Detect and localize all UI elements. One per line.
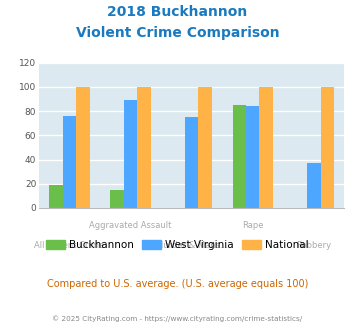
Text: Compared to U.S. average. (U.S. average equals 100): Compared to U.S. average. (U.S. average … <box>47 279 308 289</box>
Bar <box>124 100 137 208</box>
Bar <box>233 105 246 208</box>
Text: Aggravated Assault: Aggravated Assault <box>89 221 172 230</box>
Bar <box>307 163 321 208</box>
Bar <box>76 87 90 208</box>
Text: Robbery: Robbery <box>296 241 331 250</box>
Bar <box>185 117 198 208</box>
Legend: Buckhannon, West Virginia, National: Buckhannon, West Virginia, National <box>42 236 313 254</box>
Text: Rape: Rape <box>242 221 263 230</box>
Bar <box>49 185 63 208</box>
Bar <box>246 106 260 208</box>
Bar <box>110 190 124 208</box>
Bar <box>63 116 76 208</box>
Text: Violent Crime Comparison: Violent Crime Comparison <box>76 26 279 40</box>
Text: © 2025 CityRating.com - https://www.cityrating.com/crime-statistics/: © 2025 CityRating.com - https://www.city… <box>53 315 302 322</box>
Bar <box>321 87 334 208</box>
Text: 2018 Buckhannon: 2018 Buckhannon <box>107 5 248 19</box>
Text: Murder & Mans...: Murder & Mans... <box>156 241 228 250</box>
Bar <box>137 87 151 208</box>
Bar <box>260 87 273 208</box>
Text: All Violent Crime: All Violent Crime <box>34 241 105 250</box>
Bar <box>198 87 212 208</box>
